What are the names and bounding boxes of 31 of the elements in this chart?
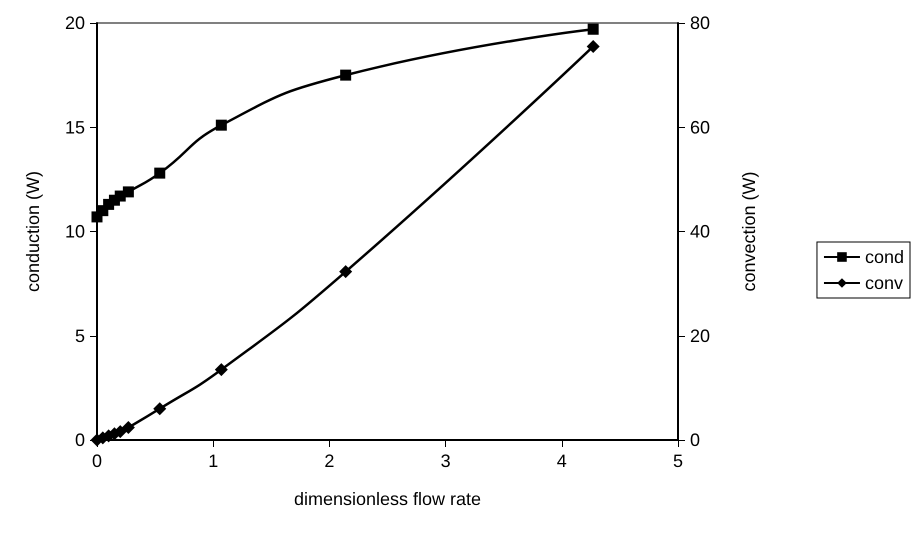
- point: [340, 70, 352, 81]
- y-tick-label: 5: [74, 326, 85, 346]
- legend-label: conv: [864, 273, 903, 293]
- y2-axis-title: convection (W): [739, 171, 759, 292]
- point: [588, 24, 599, 35]
- point: [586, 40, 600, 53]
- x-tick-label: 0: [92, 451, 102, 471]
- point: [153, 402, 166, 416]
- y-tick-label: 0: [74, 430, 85, 450]
- point: [122, 420, 135, 434]
- point: [339, 265, 352, 278]
- point: [122, 186, 134, 198]
- x-tick-label: 5: [672, 451, 684, 471]
- point: [216, 120, 227, 131]
- point: [154, 168, 166, 179]
- x-axis-title: dimensionless flow rate: [294, 489, 482, 509]
- y2-tick-label: 0: [690, 430, 700, 450]
- x-tick-label: 3: [440, 451, 451, 471]
- y2-tick-label: 40: [690, 222, 710, 242]
- y-tick-label: 15: [64, 117, 85, 138]
- legend-label: cond: [864, 247, 904, 267]
- x-tick-label: 2: [324, 451, 334, 471]
- point: [214, 363, 228, 376]
- x-tick-label: 1: [208, 451, 218, 471]
- y2-tick-label: 20: [690, 326, 710, 346]
- y-tick-label: 10: [64, 222, 85, 242]
- y-tick-label: 20: [64, 13, 85, 33]
- y2-tick-label: 80: [690, 13, 710, 33]
- x-tick-label: 4: [556, 451, 567, 471]
- y-axis-title: conduction (W): [23, 170, 43, 292]
- y2-tick-label: 60: [690, 117, 710, 138]
